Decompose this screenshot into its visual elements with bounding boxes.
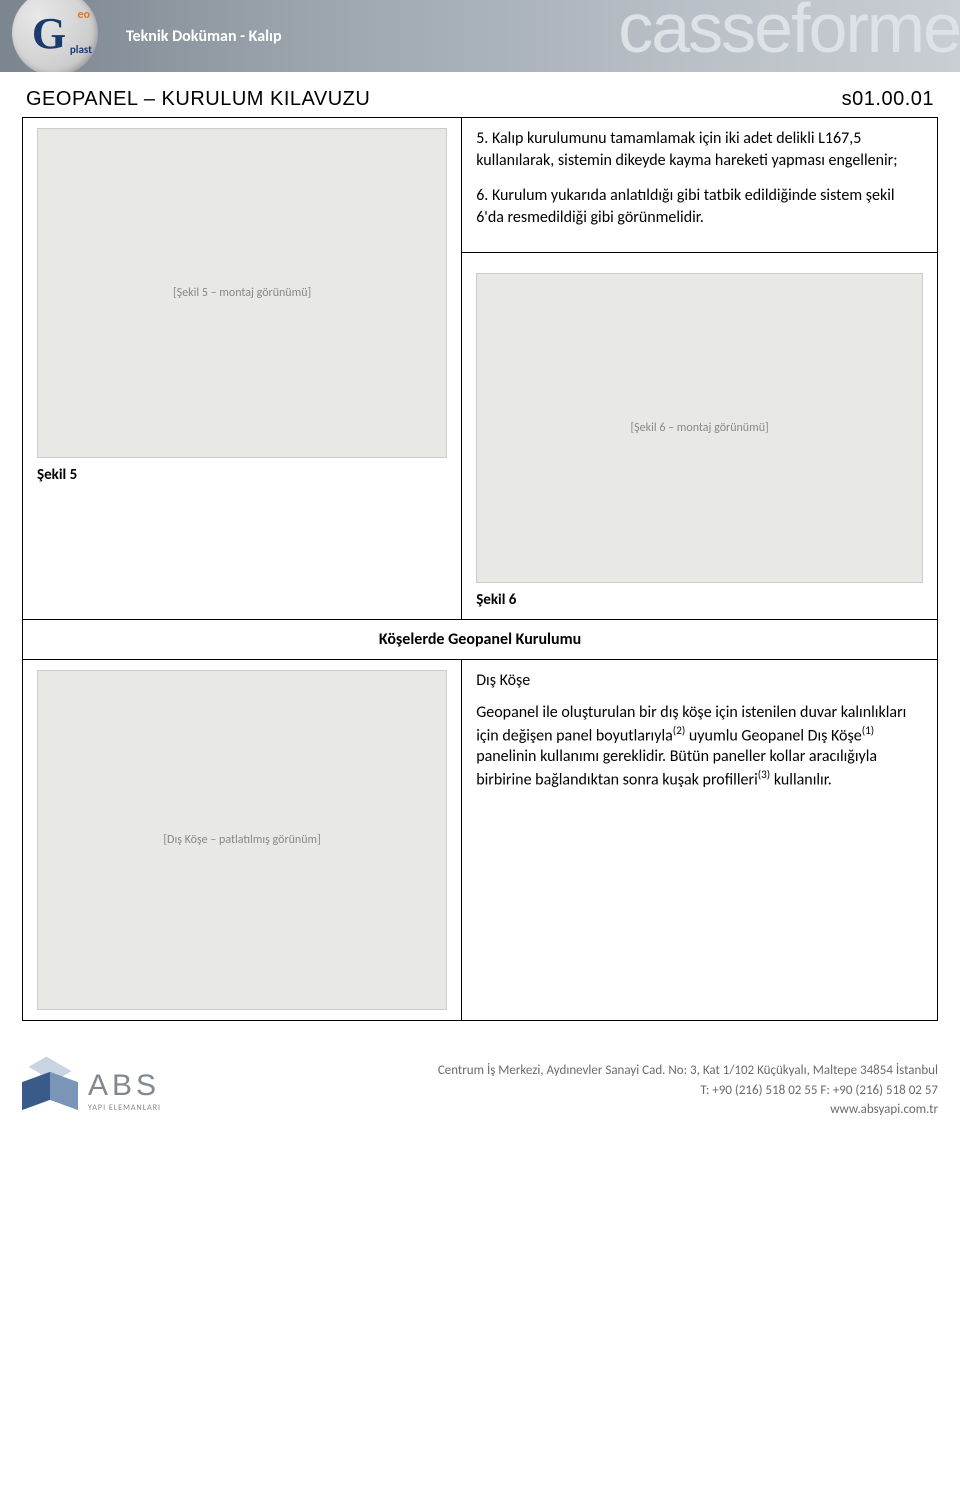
corner-sup-1: (1) — [862, 724, 874, 738]
step-5-text: 5. Kalıp kurulumunu tamamlamak için iki … — [476, 128, 923, 171]
corner-figure-cell: [Dış Köşe – patlatılmış görünüm] — [23, 660, 462, 1021]
footer-logo: ABS YAPI ELEMANLARI — [22, 1063, 161, 1119]
corner-body: Geopanel ile oluşturulan bir dış köşe iç… — [476, 702, 923, 791]
header-doc-type: Teknik Doküman - Kalıp — [126, 27, 282, 46]
corner-body-2: uyumlu Geopanel Dış Köşe — [685, 726, 861, 745]
header-bar: G eo plast Teknik Doküman - Kalıp cassef… — [0, 0, 960, 72]
title-row: GEOPANEL – KURULUM KILAVUZU s01.00.01 — [22, 88, 938, 111]
corner-figure-image: [Dış Köşe – patlatılmış görünüm] — [37, 670, 447, 1010]
figure-6-caption: Şekil 6 — [476, 591, 923, 609]
footer-company: ABS — [88, 1069, 161, 1103]
footer-address: Centrum İş Merkezi, Aydınevler Sanayi Ca… — [438, 1061, 938, 1081]
step-6-text: 6. Kurulum yukarıda anlatıldığı gibi tat… — [476, 185, 923, 228]
figure-6-image: [Şekil 6 – montaj görünümü] — [476, 273, 923, 583]
logo-g-letter: G — [32, 8, 66, 59]
section-2-heading: Köşelerde Geopanel Kurulumu — [23, 620, 938, 660]
geoplast-logo: G eo plast — [12, 0, 98, 72]
doc-title: GEOPANEL – KURULUM KILAVUZU — [26, 88, 370, 111]
corner-text-cell: Dış Köşe Geopanel ile oluşturulan bir dı… — [462, 660, 938, 1021]
footer-contact: Centrum İş Merkezi, Aydınevler Sanayi Ca… — [438, 1061, 938, 1120]
footer-company-sub: YAPI ELEMANLARI — [88, 1103, 161, 1113]
corner-sup-3: (3) — [758, 768, 770, 782]
main-content-table: [Şekil 5 – montaj görünümü] Şekil 5 5. K… — [22, 117, 938, 1021]
footer-phones: T: +90 (216) 518 02 55 F: +90 (216) 518 … — [438, 1081, 938, 1101]
logo-eo-text: eo — [78, 8, 91, 22]
steps-text-cell: 5. Kalıp kurulumunu tamamlamak için iki … — [462, 118, 938, 253]
footer: ABS YAPI ELEMANLARI Centrum İş Merkezi, … — [0, 1021, 960, 1138]
page-content: GEOPANEL – KURULUM KILAVUZU s01.00.01 [Ş… — [0, 72, 960, 1021]
corner-body-4: kullanılır. — [770, 770, 832, 789]
corner-sup-2: (2) — [673, 724, 685, 738]
figure-5-caption: Şekil 5 — [37, 466, 447, 484]
logo-plast-text: plast — [70, 43, 92, 56]
header-watermark: casseforme — [618, 0, 960, 68]
footer-web: www.absyapi.com.tr — [438, 1100, 938, 1120]
abs-cube-icon — [22, 1063, 78, 1119]
figure-5-image: [Şekil 5 – montaj görünümü] — [37, 128, 447, 458]
figure5-cell: [Şekil 5 – montaj görünümü] Şekil 5 — [23, 118, 462, 620]
doc-code: s01.00.01 — [842, 88, 934, 111]
corner-subheading: Dış Köşe — [476, 670, 923, 692]
figure6-cell: [Şekil 6 – montaj görünümü] Şekil 6 — [462, 253, 938, 620]
footer-logo-text: ABS YAPI ELEMANLARI — [88, 1069, 161, 1113]
